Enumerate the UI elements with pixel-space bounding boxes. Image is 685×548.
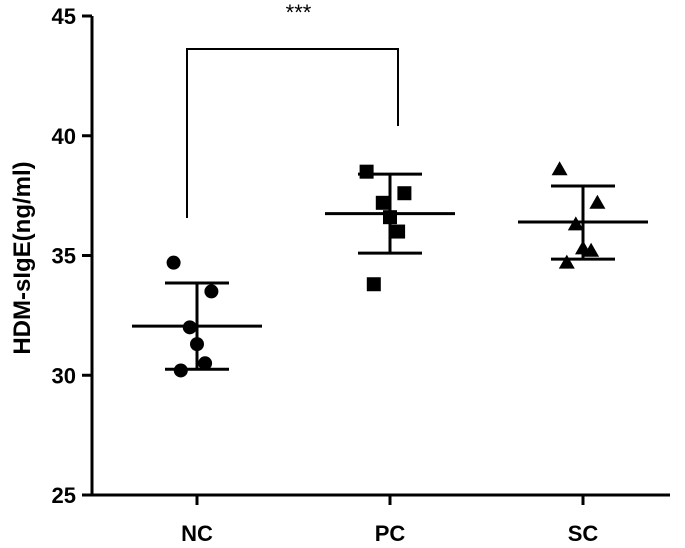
x-tick-labels: NC PC SC bbox=[181, 495, 598, 546]
x-tick-label-sc: SC bbox=[568, 521, 599, 546]
pc-point-3 bbox=[375, 195, 390, 210]
x-tick-label-pc: PC bbox=[375, 521, 406, 546]
y-axis-label: HDM-sIgE(ng/ml) bbox=[9, 161, 36, 354]
pc-point-5 bbox=[391, 224, 406, 239]
mean-sd-bars bbox=[132, 172, 648, 371]
nc-point-5 bbox=[198, 356, 213, 371]
y-tick-label-45: 45 bbox=[52, 4, 76, 29]
sc-point-1 bbox=[551, 161, 568, 176]
sc-point-6 bbox=[558, 254, 575, 269]
pc-point-2 bbox=[397, 186, 412, 201]
sc-point-5 bbox=[583, 242, 600, 257]
pc-point-1 bbox=[359, 164, 374, 179]
significance-annotations: *** bbox=[186, 0, 399, 218]
significance-bracket-1 bbox=[186, 48, 399, 218]
sc-point-2 bbox=[589, 194, 606, 209]
y-tick-label-35: 35 bbox=[52, 244, 76, 269]
nc-point-1 bbox=[166, 255, 181, 270]
y-tick-label-25: 25 bbox=[52, 483, 76, 508]
nc-point-2 bbox=[204, 284, 219, 299]
significance-label-1: *** bbox=[286, 0, 312, 25]
data-points bbox=[166, 161, 606, 378]
y-tick-label-40: 40 bbox=[52, 124, 76, 149]
y-ticks: 25 30 35 40 45 bbox=[52, 4, 92, 508]
y-tick-label-30: 30 bbox=[52, 363, 76, 388]
x-tick-label-nc: NC bbox=[181, 521, 213, 546]
pc-point-6 bbox=[366, 277, 381, 292]
